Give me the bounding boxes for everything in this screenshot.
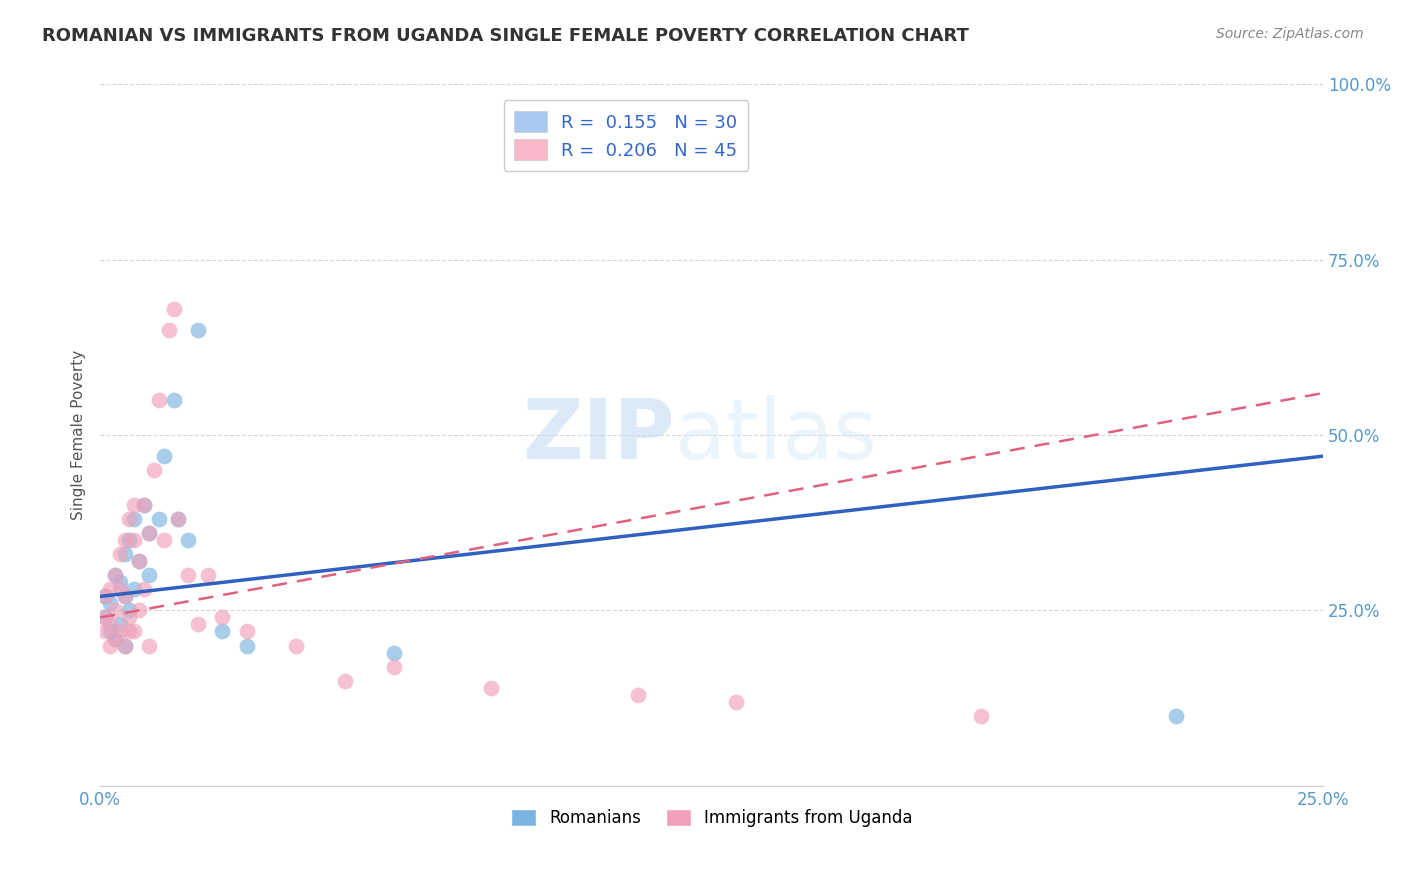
Point bbox=[481, 681, 503, 695]
Point bbox=[114, 590, 136, 604]
Point bbox=[627, 688, 650, 702]
Point bbox=[152, 449, 174, 463]
Point bbox=[148, 392, 170, 407]
Text: ROMANIAN VS IMMIGRANTS FROM UGANDA SINGLE FEMALE POVERTY CORRELATION CHART: ROMANIAN VS IMMIGRANTS FROM UGANDA SINGL… bbox=[42, 27, 969, 45]
Point bbox=[108, 575, 131, 590]
Point bbox=[152, 533, 174, 548]
Y-axis label: Single Female Poverty: Single Female Poverty bbox=[72, 350, 86, 520]
Point bbox=[98, 639, 121, 653]
Point bbox=[118, 624, 141, 639]
Point bbox=[98, 624, 121, 639]
Point bbox=[128, 603, 150, 617]
Point bbox=[187, 323, 209, 337]
Point bbox=[138, 526, 160, 541]
Point bbox=[236, 624, 259, 639]
Point bbox=[124, 582, 146, 597]
Text: ZIP: ZIP bbox=[523, 394, 675, 475]
Point bbox=[94, 590, 117, 604]
Point bbox=[98, 582, 121, 597]
Point bbox=[382, 659, 405, 673]
Point bbox=[627, 127, 650, 141]
Point bbox=[128, 554, 150, 568]
Point bbox=[177, 533, 200, 548]
Point bbox=[94, 610, 117, 624]
Point bbox=[94, 590, 117, 604]
Point bbox=[108, 624, 131, 639]
Point bbox=[725, 695, 748, 709]
Point bbox=[104, 568, 127, 582]
Text: atlas: atlas bbox=[675, 394, 877, 475]
Point bbox=[114, 639, 136, 653]
Point bbox=[124, 533, 146, 548]
Point bbox=[104, 632, 127, 646]
Point bbox=[124, 512, 146, 526]
Text: Source: ZipAtlas.com: Source: ZipAtlas.com bbox=[1216, 27, 1364, 41]
Legend: Romanians, Immigrants from Uganda: Romanians, Immigrants from Uganda bbox=[503, 802, 920, 833]
Point bbox=[104, 603, 127, 617]
Point bbox=[177, 568, 200, 582]
Point bbox=[104, 632, 127, 646]
Point bbox=[108, 617, 131, 632]
Point bbox=[118, 512, 141, 526]
Point bbox=[108, 547, 131, 561]
Point bbox=[134, 498, 156, 512]
Point bbox=[134, 498, 156, 512]
Point bbox=[114, 533, 136, 548]
Point bbox=[118, 533, 141, 548]
Point bbox=[128, 554, 150, 568]
Point bbox=[167, 512, 190, 526]
Point bbox=[108, 582, 131, 597]
Point bbox=[236, 639, 259, 653]
Point bbox=[124, 624, 146, 639]
Point bbox=[382, 646, 405, 660]
Point bbox=[138, 568, 160, 582]
Point bbox=[142, 463, 165, 477]
Point bbox=[114, 547, 136, 561]
Point bbox=[98, 617, 121, 632]
Point bbox=[211, 624, 233, 639]
Point bbox=[134, 582, 156, 597]
Point bbox=[333, 673, 356, 688]
Point bbox=[104, 568, 127, 582]
Point bbox=[211, 610, 233, 624]
Point bbox=[98, 596, 121, 610]
Point bbox=[284, 639, 307, 653]
Point bbox=[124, 498, 146, 512]
Point bbox=[970, 708, 993, 723]
Point bbox=[114, 639, 136, 653]
Point bbox=[138, 526, 160, 541]
Point bbox=[118, 603, 141, 617]
Point bbox=[162, 301, 184, 316]
Point bbox=[197, 568, 219, 582]
Point bbox=[114, 590, 136, 604]
Point bbox=[1166, 708, 1188, 723]
Point bbox=[148, 512, 170, 526]
Point bbox=[167, 512, 190, 526]
Point bbox=[138, 639, 160, 653]
Point bbox=[94, 624, 117, 639]
Point bbox=[94, 610, 117, 624]
Point bbox=[118, 610, 141, 624]
Point bbox=[162, 392, 184, 407]
Point bbox=[187, 617, 209, 632]
Point bbox=[157, 323, 180, 337]
